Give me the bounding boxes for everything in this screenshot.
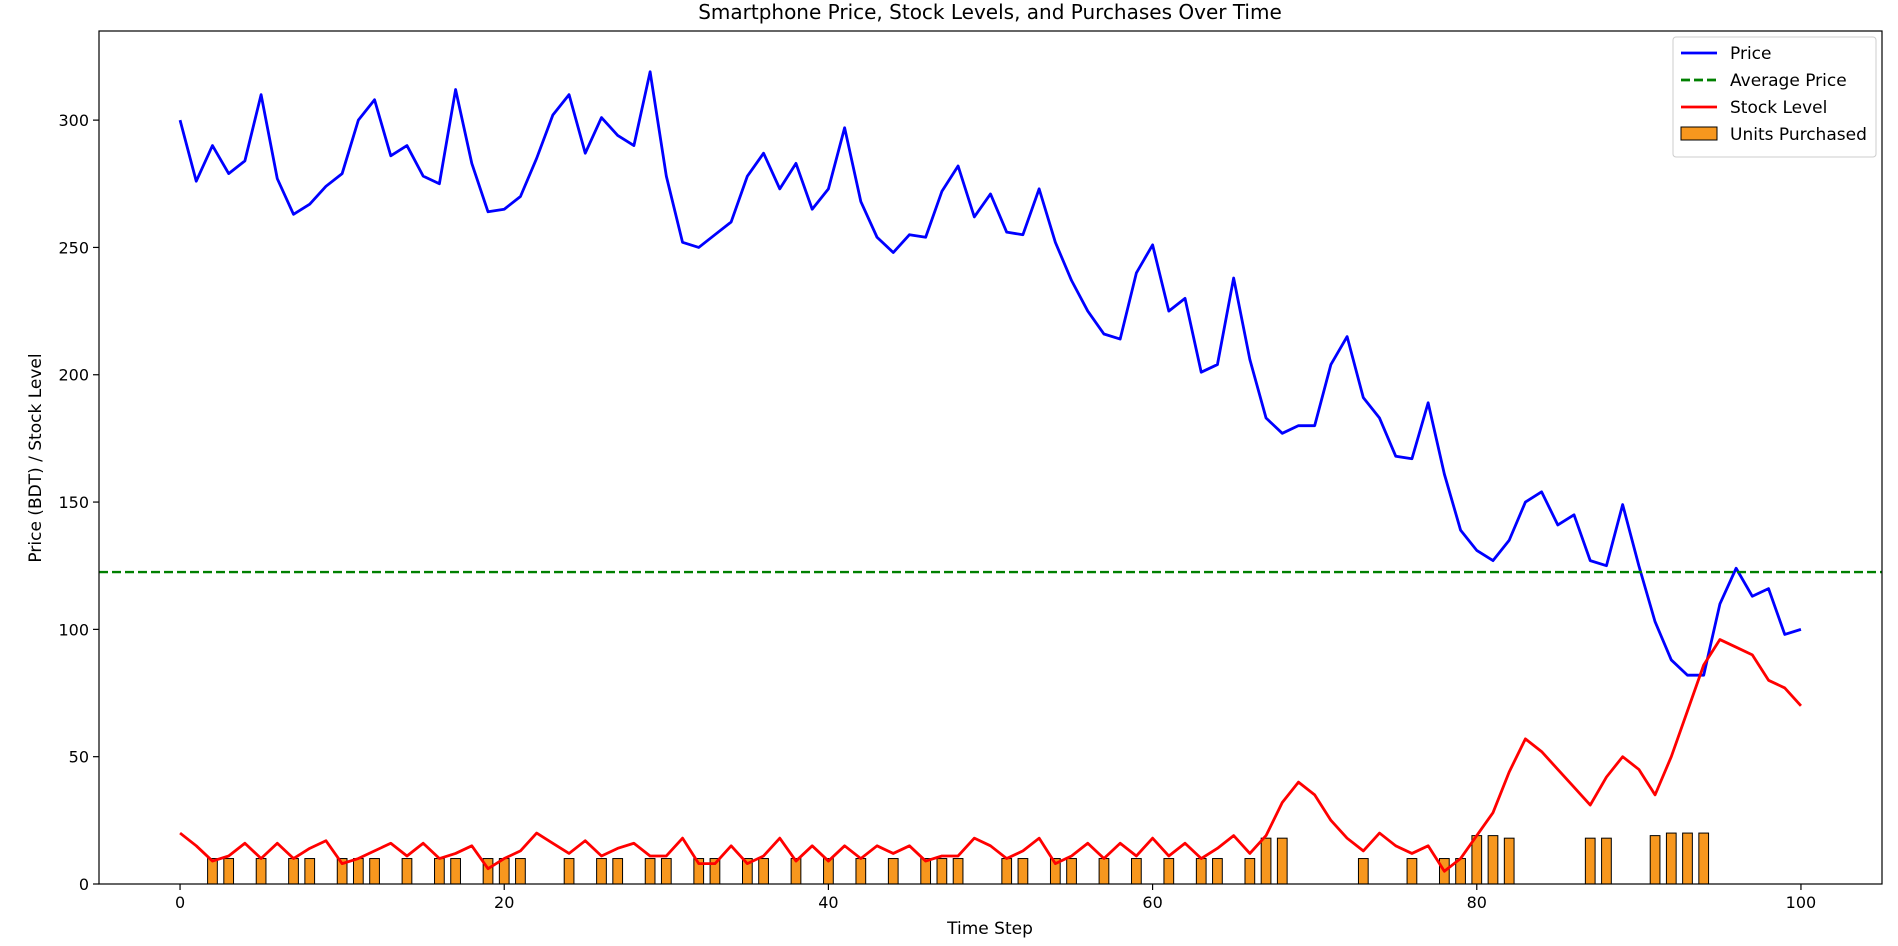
chart-title: Smartphone Price, Stock Levels, and Purc… <box>698 0 1282 24</box>
bar-units-purchased <box>1471 835 1483 885</box>
x-tick-label: 40 <box>818 893 838 912</box>
x-axis-label: Time Step <box>946 919 1033 939</box>
y-tick-label: 200 <box>58 366 89 385</box>
bar-units-purchased <box>612 858 624 885</box>
bar-units-purchased <box>1001 858 1013 885</box>
bar-units-purchased <box>1212 858 1223 885</box>
legend: Price Average Price Stock Level Units Purch… <box>1672 36 1877 158</box>
bar-units-purchased <box>1503 837 1515 885</box>
y-tick-label: 150 <box>58 493 89 512</box>
bar-units-purchased <box>434 858 445 885</box>
bar-units-purchased <box>369 858 380 885</box>
bar-units-purchased <box>1163 858 1175 885</box>
y-tick-label: 100 <box>58 620 89 639</box>
series-line-stock-level <box>179 638 1802 873</box>
bar-units-purchased <box>855 858 867 885</box>
bar-units-purchased <box>1131 858 1142 885</box>
legend-swatch <box>1680 126 1718 141</box>
bar-units-purchased <box>1698 832 1710 885</box>
bar-units-purchased <box>450 858 461 885</box>
bar-units-purchased <box>1098 858 1110 885</box>
bar-units-purchased <box>1682 832 1693 885</box>
bar-units-purchased <box>1195 858 1207 885</box>
bar-units-purchased <box>887 858 899 885</box>
bar-units-purchased <box>644 858 656 885</box>
x-tick-label: 20 <box>494 893 514 912</box>
bar-units-purchased <box>288 858 299 885</box>
bar-units-purchased <box>1487 835 1499 885</box>
bar-units-purchased <box>1017 858 1029 885</box>
legend-label: Average Price <box>1730 71 1847 91</box>
bar-units-purchased <box>1244 858 1256 885</box>
bar-units-purchased <box>1276 837 1288 885</box>
bar-units-purchased <box>952 858 964 885</box>
legend-box <box>1672 36 1877 158</box>
bars-layer <box>207 832 1710 885</box>
bar-units-purchased <box>563 858 575 885</box>
bar-units-purchased <box>936 858 948 885</box>
bar-units-purchased <box>1357 858 1369 885</box>
lines-layer <box>99 70 1882 873</box>
legend-label: Stock Level <box>1730 98 1827 118</box>
y-tick-label: 300 <box>58 111 89 130</box>
y-axis-label: Price (BDT) / Stock Level <box>26 353 46 562</box>
y-tick-label: 50 <box>69 748 89 767</box>
x-tick-label: 0 <box>175 893 185 912</box>
bar-units-purchased <box>401 858 413 885</box>
bar-units-purchased <box>515 858 526 885</box>
ticks-layer: 0 20 40 60 80 100 0 50 100 150 200 250 300 <box>58 111 1816 912</box>
bar-units-purchased <box>596 858 607 885</box>
bar-units-purchased <box>352 858 364 885</box>
plot-frame <box>98 30 1883 885</box>
x-tick-label: 80 <box>1467 893 1487 912</box>
series-line-price <box>178 70 1802 677</box>
bar-units-purchased <box>1584 837 1596 885</box>
bar-units-purchased <box>1649 835 1661 885</box>
bar-units-purchased <box>223 858 235 885</box>
x-tick-label: 100 <box>1786 893 1817 912</box>
y-tick-label: 0 <box>79 875 89 894</box>
bar-units-purchased <box>498 858 510 885</box>
bar-units-purchased <box>1665 832 1677 885</box>
bar-units-purchased <box>304 858 316 885</box>
bar-units-purchased <box>1260 837 1272 885</box>
bar-units-purchased <box>1406 858 1418 885</box>
x-tick-label: 60 <box>1142 893 1162 912</box>
legend-label: Price <box>1730 44 1771 64</box>
bar-units-purchased <box>1066 858 1077 885</box>
bar-units-purchased <box>255 858 267 885</box>
bar-units-purchased <box>1601 837 1612 885</box>
bar-units-purchased <box>758 858 769 885</box>
bar-units-purchased <box>660 858 672 885</box>
y-tick-label: 250 <box>58 238 89 257</box>
legend-label: Units Purchased <box>1730 125 1867 145</box>
